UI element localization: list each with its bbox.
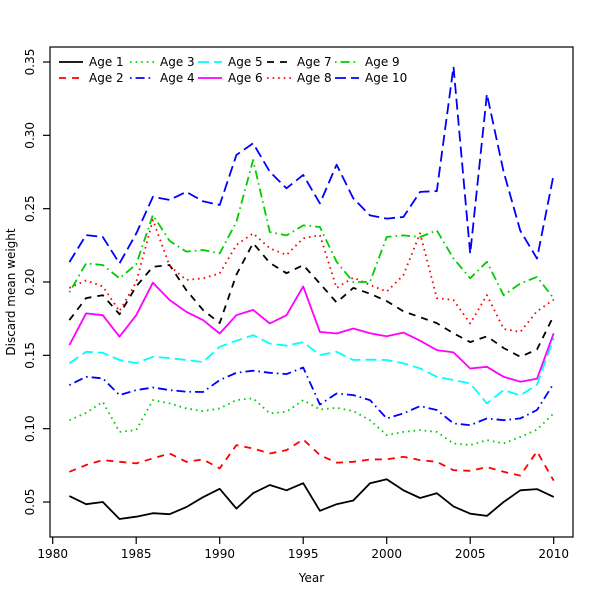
series-line-age-8 [69, 219, 555, 333]
y-tick-label: 0.25 [23, 195, 37, 222]
legend-item-age-8: Age 8 [267, 71, 332, 85]
legend-label-age-6: Age 6 [228, 71, 263, 85]
y-tick-label: 0.10 [23, 415, 37, 442]
legend-label-age-4: Age 4 [160, 71, 195, 85]
legend-item-age-3: Age 3 [130, 55, 195, 69]
x-tick-label: 1980 [37, 547, 68, 561]
x-tick-label: 1995 [288, 547, 319, 561]
legend-label-age-3: Age 3 [160, 55, 195, 69]
legend-item-age-10: Age 10 [335, 71, 407, 85]
x-tick-label: 1985 [121, 547, 152, 561]
x-tick-label: 2010 [538, 547, 569, 561]
legend-label-age-2: Age 2 [89, 71, 124, 85]
legend-label-age-10: Age 10 [365, 71, 407, 85]
x-tick-label: 1990 [204, 547, 235, 561]
legend-item-age-6: Age 6 [198, 71, 263, 85]
y-tick-label: 0.30 [23, 122, 37, 149]
series-line-age-6 [68, 281, 555, 383]
legend-item-age-2: Age 2 [59, 71, 124, 85]
y-axis-title: Discard mean weight [4, 228, 18, 356]
legend-item-age-9: Age 9 [335, 55, 400, 69]
legend-label-age-9: Age 9 [365, 55, 400, 69]
y-tick-label: 0.05 [23, 489, 37, 516]
legend-label-age-1: Age 1 [89, 55, 124, 69]
legend-item-age-4: Age 4 [130, 71, 195, 85]
x-axis-title: Year [298, 571, 324, 585]
series-line-age-7 [68, 242, 555, 358]
series-line-age-5 [68, 334, 555, 405]
y-tick-label: 0.15 [23, 342, 37, 369]
legend-label-age-7: Age 7 [297, 55, 332, 69]
series-line-age-1 [69, 478, 555, 520]
series-line-age-3 [69, 397, 555, 447]
legend-label-age-5: Age 5 [228, 55, 263, 69]
legend-item-age-5: Age 5 [198, 55, 263, 69]
y-tick-label: 0.20 [23, 269, 37, 296]
y-tick-label: 0.35 [23, 49, 37, 76]
legend-item-age-7: Age 7 [267, 55, 332, 69]
series-line-age-4 [68, 366, 555, 427]
plot-border [49, 46, 574, 538]
series-line-age-9 [68, 159, 555, 299]
legend-item-age-1: Age 1 [59, 55, 124, 69]
series-line-age-2 [69, 438, 555, 482]
series-line-age-10 [68, 65, 555, 265]
legend-label-age-8: Age 8 [297, 71, 332, 85]
x-tick-label: 2000 [371, 547, 402, 561]
x-tick-label: 2005 [455, 547, 486, 561]
